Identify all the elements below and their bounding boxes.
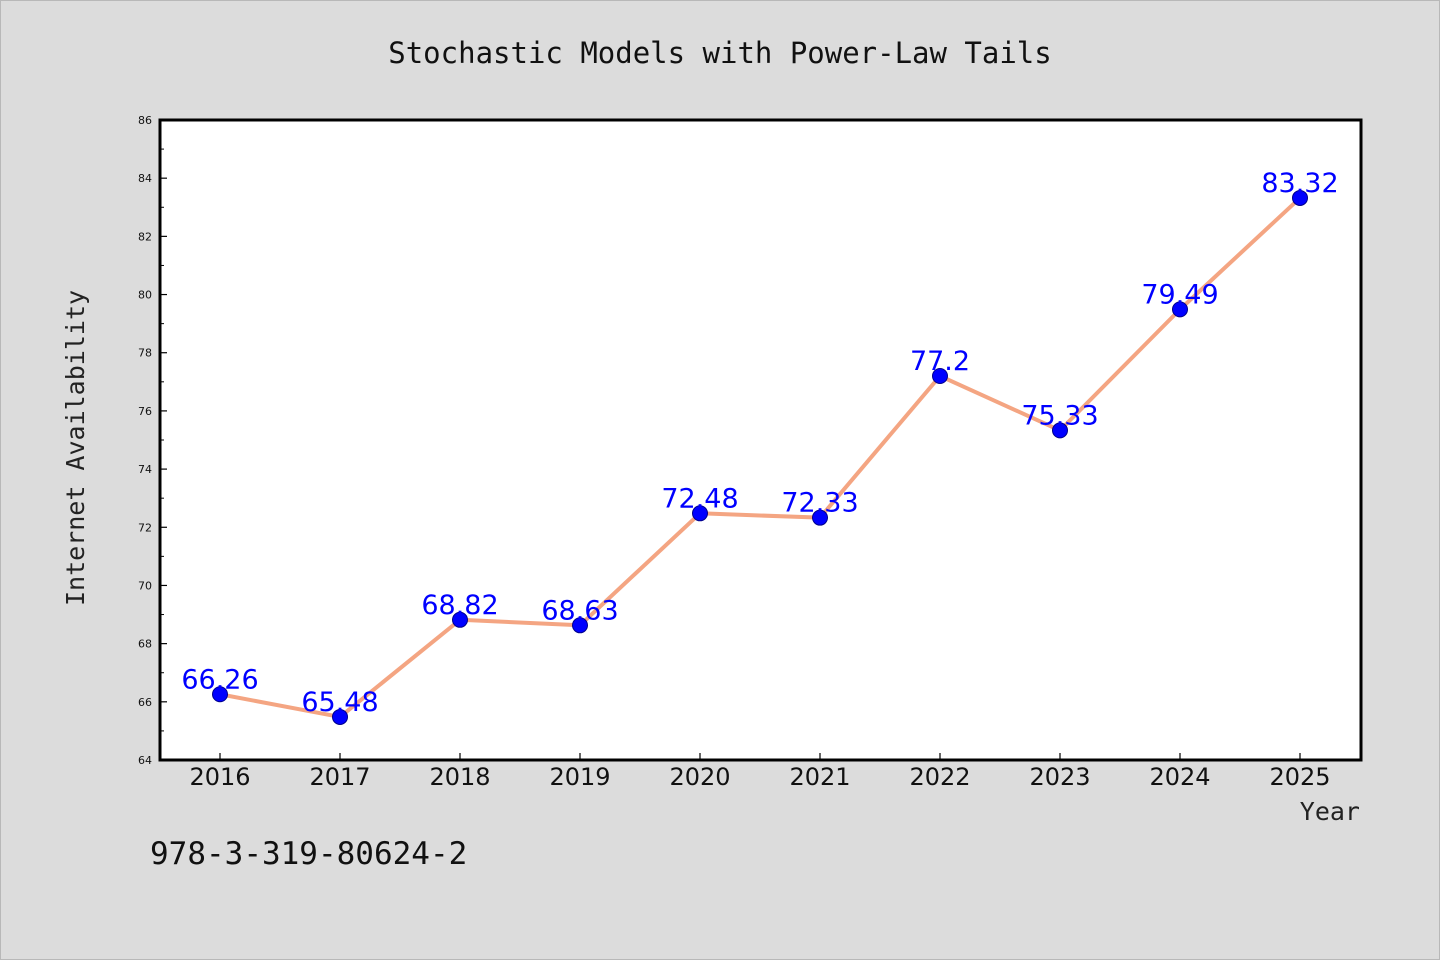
isbn-text: 978-3-319-80624-2 [150, 836, 467, 872]
x-tick-label: 2024 [1149, 763, 1210, 791]
markers-group [212, 189, 1308, 725]
data-point-label: 72.48 [661, 483, 738, 514]
data-point-label: 75.33 [1021, 400, 1098, 431]
y-tick-label: 68 [138, 638, 152, 651]
x-tick-label: 2018 [429, 763, 490, 791]
data-point-marker [812, 509, 828, 526]
data-point-label: 66.26 [181, 664, 258, 695]
x-tick-label: 2025 [1269, 763, 1330, 791]
y-tick-label: 86 [138, 114, 152, 127]
x-tick-label: 2020 [669, 763, 730, 791]
y-axis-label: Internet Availability [61, 290, 90, 606]
y-tick-label: 78 [138, 347, 152, 360]
series-line-group [218, 195, 1302, 719]
x-tick-label: 2021 [789, 763, 850, 791]
data-point-marker [572, 617, 588, 634]
data-point-marker [692, 505, 708, 522]
series-line [218, 195, 1302, 719]
y-tick-label: 82 [138, 230, 152, 243]
y-axis: 64 66 68 70 72 74 76 78 80 82 84 86 [138, 114, 167, 767]
y-tick-label: 64 [138, 754, 152, 767]
data-point-label: 68.82 [421, 590, 498, 621]
y-tick-label: 80 [138, 289, 152, 302]
x-tick-label: 2019 [549, 763, 610, 791]
y-tick-label: 70 [138, 579, 152, 592]
data-point-label: 79.49 [1141, 279, 1218, 310]
data-point-label: 65.48 [301, 687, 378, 718]
y-tick-label: 72 [138, 521, 152, 534]
data-point-marker [932, 368, 948, 384]
x-axis: 2016 2017 2018 2019 2020 2021 2022 2023 2024 2025 [189, 753, 1331, 791]
data-point-marker [1052, 422, 1068, 439]
data-point-marker [332, 708, 348, 725]
x-tick-label: 2016 [189, 763, 250, 791]
data-point-label: 72.33 [781, 488, 858, 519]
data-point-marker [452, 611, 468, 628]
x-axis-label: Year [1300, 797, 1360, 826]
y-tick-label: 84 [138, 172, 152, 185]
x-tick-label: 2017 [309, 763, 370, 791]
data-point-marker [1292, 189, 1308, 206]
data-point-label: 77.2 [910, 346, 970, 377]
x-tick-label: 2022 [909, 763, 970, 791]
y-tick-label: 74 [138, 463, 152, 476]
y-tick-label: 76 [138, 405, 152, 418]
data-point-label: 83.32 [1261, 168, 1338, 199]
y-tick-label: 66 [138, 696, 152, 709]
data-point-marker [1172, 301, 1188, 318]
chart-title: Stochastic Models with Power-Law Tails [388, 36, 1051, 70]
data-point-label: 68.63 [541, 595, 618, 626]
data-point-marker [212, 686, 228, 703]
x-tick-label: 2023 [1029, 763, 1090, 791]
data-labels-group: 66.26 65.48 68.82 68.63 72.48 72.33 77.2 75.33 7… [181, 168, 1338, 718]
plot-area [158, 118, 1363, 762]
